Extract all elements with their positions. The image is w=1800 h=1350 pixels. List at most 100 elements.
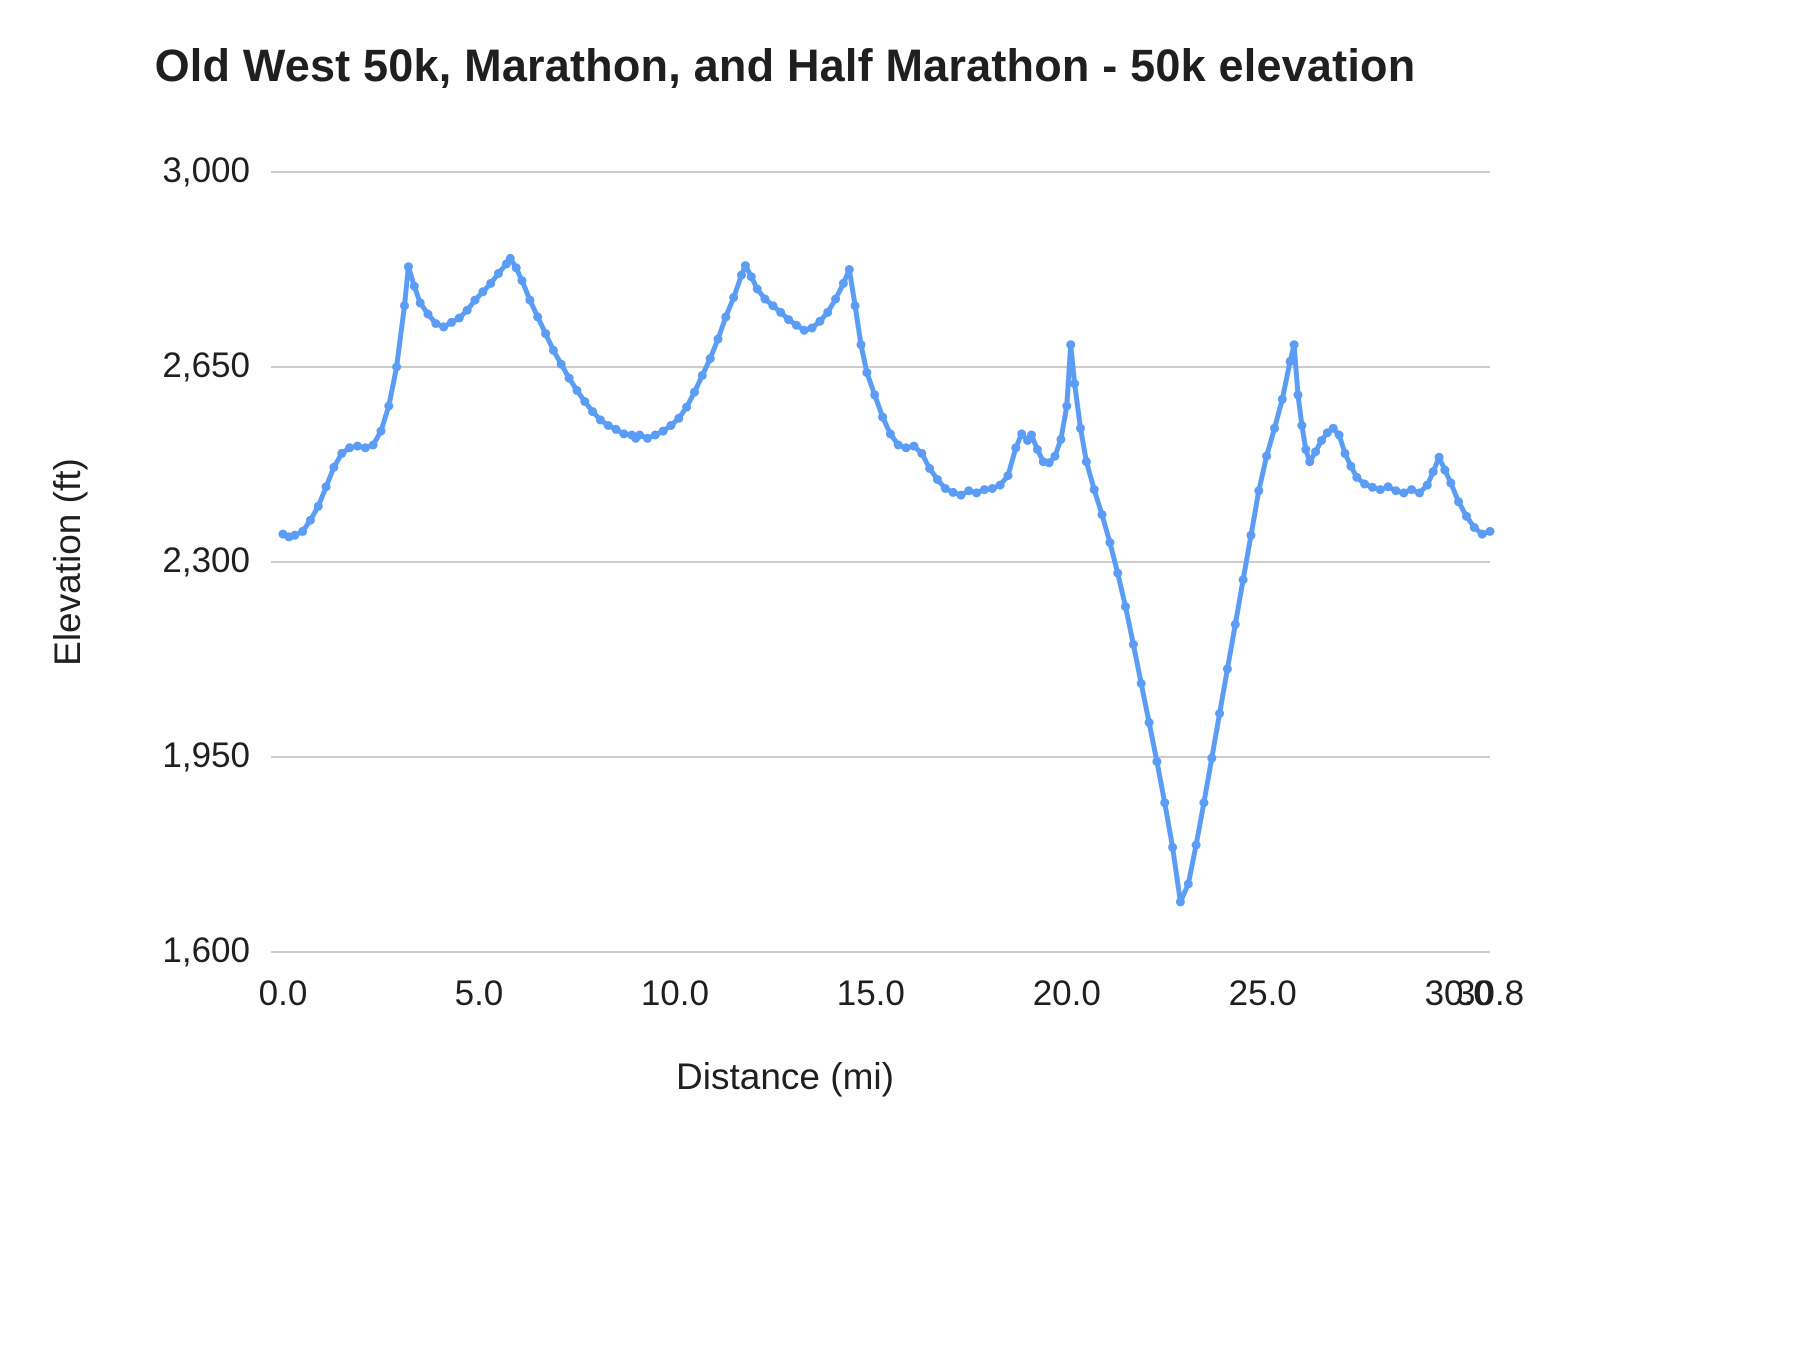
data-point bbox=[1136, 679, 1146, 688]
data-point bbox=[1485, 526, 1495, 536]
data-point bbox=[1089, 485, 1099, 495]
data-point bbox=[400, 301, 409, 311]
data-point bbox=[1391, 486, 1401, 496]
chart-title: Old West 50k, Marathon, and Half Maratho… bbox=[154, 40, 1416, 91]
data-point bbox=[1434, 452, 1444, 462]
y-tick-label: 2,300 bbox=[162, 541, 250, 580]
data-point bbox=[838, 278, 848, 288]
x-tick-label: 10.0 bbox=[640, 974, 709, 1013]
data-point bbox=[511, 263, 521, 273]
data-point bbox=[995, 480, 1005, 490]
data-point bbox=[1128, 640, 1138, 649]
x-tick-label: 5.0 bbox=[454, 974, 504, 1013]
data-point bbox=[548, 345, 558, 355]
data-point bbox=[1440, 465, 1450, 475]
data-point bbox=[1375, 485, 1385, 495]
data-point bbox=[925, 463, 935, 473]
data-point bbox=[1044, 458, 1054, 468]
data-point bbox=[580, 397, 590, 406]
data-point bbox=[454, 313, 464, 323]
data-point bbox=[1360, 479, 1370, 489]
x-tick-label: 20.0 bbox=[1032, 974, 1101, 1013]
data-point bbox=[423, 309, 433, 319]
data-point bbox=[1050, 451, 1060, 461]
gridlines bbox=[271, 171, 1490, 953]
data-point bbox=[1270, 423, 1279, 433]
data-point bbox=[1238, 575, 1248, 585]
data-point bbox=[1334, 430, 1344, 440]
data-point bbox=[1254, 486, 1264, 496]
data-point bbox=[650, 430, 660, 440]
data-point bbox=[980, 485, 989, 495]
data-point bbox=[1352, 472, 1362, 482]
data-point bbox=[1027, 430, 1036, 440]
data-point bbox=[1105, 538, 1115, 547]
data-point bbox=[1032, 445, 1042, 454]
data-point bbox=[619, 429, 629, 439]
data-point bbox=[856, 340, 866, 350]
data-point bbox=[1160, 798, 1170, 808]
data-point bbox=[556, 359, 566, 369]
x-axis-title: Distance (mi) bbox=[676, 1056, 894, 1097]
data-point bbox=[588, 407, 598, 417]
data-point bbox=[1469, 523, 1479, 532]
data-point bbox=[1183, 879, 1193, 889]
data-point bbox=[603, 421, 613, 430]
data-point bbox=[682, 402, 692, 412]
data-point bbox=[1222, 664, 1232, 674]
data-point bbox=[1017, 429, 1027, 439]
data-point bbox=[1285, 356, 1295, 366]
data-point bbox=[746, 272, 756, 282]
data-point bbox=[1144, 718, 1154, 727]
data-point bbox=[1113, 568, 1123, 578]
data-point bbox=[1062, 401, 1072, 411]
data-point bbox=[1346, 461, 1356, 471]
data-point bbox=[737, 270, 746, 280]
data-point bbox=[478, 287, 488, 297]
data-point bbox=[1340, 448, 1350, 458]
data-point bbox=[353, 441, 362, 451]
y-tick-label: 1,950 bbox=[162, 736, 250, 775]
data-point bbox=[321, 482, 331, 492]
data-point bbox=[564, 373, 574, 383]
data-point bbox=[964, 486, 974, 496]
data-point bbox=[870, 390, 880, 400]
data-point bbox=[345, 443, 355, 453]
data-point bbox=[1152, 757, 1162, 766]
data-point bbox=[862, 368, 872, 378]
data-point bbox=[635, 430, 645, 440]
x-tick-label: 25.0 bbox=[1228, 974, 1297, 1013]
data-point bbox=[1056, 434, 1066, 444]
data-point bbox=[1328, 423, 1338, 433]
data-point bbox=[878, 412, 888, 422]
x-tick-label: 15.0 bbox=[836, 974, 905, 1013]
x-tick-label: 30.8 bbox=[1455, 974, 1525, 1013]
data-point bbox=[893, 440, 903, 450]
data-point bbox=[940, 484, 950, 493]
data-point bbox=[439, 322, 449, 332]
data-point bbox=[799, 325, 809, 335]
data-point bbox=[658, 426, 668, 436]
data-point bbox=[376, 426, 386, 436]
data-point bbox=[1097, 510, 1107, 520]
data-point bbox=[1415, 488, 1424, 498]
data-point bbox=[909, 441, 919, 451]
data-point bbox=[1076, 423, 1085, 433]
data-point bbox=[1317, 436, 1326, 445]
data-point bbox=[1311, 447, 1321, 457]
data-point bbox=[1262, 451, 1272, 461]
data-point bbox=[987, 484, 997, 493]
data-point bbox=[713, 334, 723, 344]
data-point bbox=[360, 443, 370, 453]
data-point bbox=[486, 278, 496, 288]
data-point bbox=[1277, 394, 1287, 404]
data-point bbox=[1230, 619, 1240, 629]
data-point bbox=[409, 281, 419, 291]
data-point bbox=[1175, 897, 1185, 907]
data-point bbox=[1289, 340, 1299, 350]
data-point bbox=[1121, 602, 1130, 612]
data-point bbox=[740, 261, 750, 271]
elevation-series bbox=[278, 253, 1495, 907]
data-point bbox=[611, 424, 621, 434]
data-point bbox=[831, 294, 841, 304]
